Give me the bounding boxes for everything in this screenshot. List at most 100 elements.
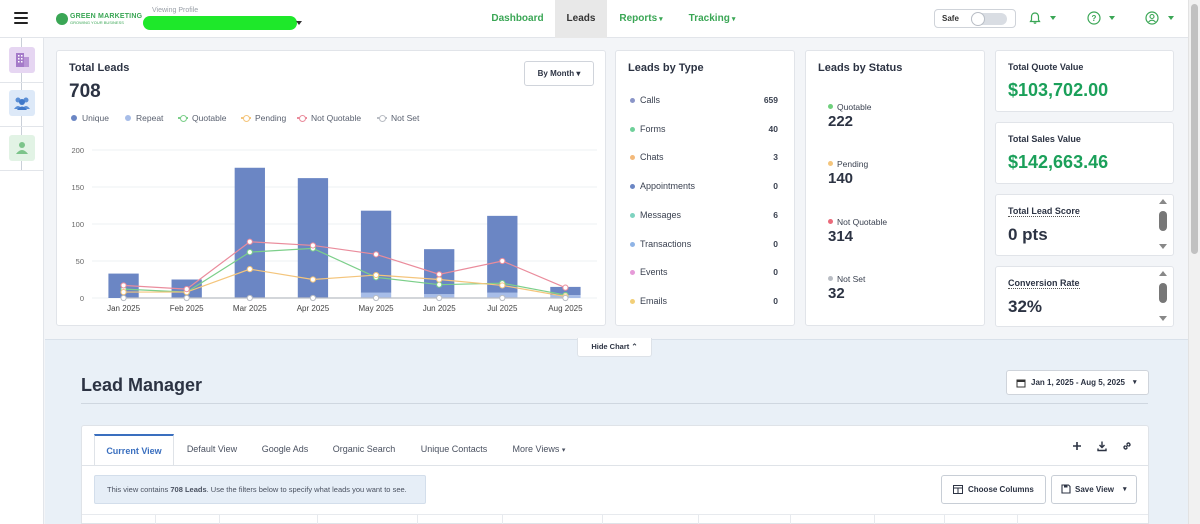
safe-toggle[interactable]: Safe bbox=[934, 9, 1016, 28]
leads-by-status-card: Leads by Status Quotable 222 Pending 140 Not… bbox=[805, 50, 985, 326]
column-divider bbox=[874, 515, 875, 524]
nav-leads[interactable]: Leads bbox=[555, 0, 607, 38]
point-not-set bbox=[183, 294, 190, 302]
lead-type-row[interactable]: Chats 3 bbox=[630, 152, 778, 164]
legend-swatch bbox=[241, 115, 251, 122]
y-tick-label: 50 bbox=[76, 257, 84, 266]
download-icon[interactable] bbox=[1096, 440, 1108, 452]
lead-status-count: 222 bbox=[828, 113, 854, 130]
legend-repeat[interactable]: Repeat bbox=[125, 113, 163, 123]
chevron-down-icon: ▾ bbox=[731, 16, 736, 23]
legend-swatch bbox=[178, 115, 188, 122]
tab-default-view[interactable]: Default View bbox=[178, 434, 246, 465]
profile-selector[interactable] bbox=[143, 16, 297, 30]
rail-item-organization[interactable] bbox=[9, 47, 35, 73]
lead-views-panel: Current View Default View Google Ads Org… bbox=[81, 425, 1149, 524]
help-icon[interactable]: ? bbox=[1087, 11, 1101, 25]
point-not-set bbox=[562, 294, 569, 302]
chevron-down-icon[interactable] bbox=[296, 21, 302, 25]
tab-unique-contacts[interactable]: Unique Contacts bbox=[412, 434, 496, 465]
tab-google-ads[interactable]: Google Ads bbox=[252, 434, 318, 465]
save-view-button[interactable]: Save View ▾ bbox=[1051, 475, 1137, 504]
scroll-down-icon[interactable] bbox=[1159, 244, 1167, 249]
lead-manager-title: Lead Manager bbox=[81, 375, 203, 395]
lead-type-row[interactable]: Emails 0 bbox=[630, 296, 778, 308]
legend-not-quotable[interactable]: Not Quotable bbox=[297, 113, 361, 123]
rail-item-groups[interactable] bbox=[9, 90, 35, 116]
date-range-picker[interactable]: Jan 1, 2025 - Aug 5, 2025 ▾ bbox=[1006, 370, 1149, 395]
tab-organic-search[interactable]: Organic Search bbox=[324, 434, 404, 465]
scroll-up-icon[interactable] bbox=[1159, 271, 1167, 276]
scroll-up-icon[interactable] bbox=[1159, 199, 1167, 204]
scroll-thumb[interactable] bbox=[1159, 283, 1167, 303]
period-dropdown[interactable]: By Month ▾ bbox=[524, 61, 594, 86]
point-not-set bbox=[246, 294, 253, 302]
lead-type-row[interactable]: Events 0 bbox=[630, 267, 778, 279]
chevron-up-icon: ⌃ bbox=[631, 342, 638, 351]
lead-type-row[interactable]: Messages 6 bbox=[630, 210, 778, 222]
menu-icon[interactable] bbox=[14, 12, 28, 24]
conversion-rate-title: Conversion Rate bbox=[1008, 278, 1080, 289]
lead-type-count: 40 bbox=[768, 123, 778, 134]
lead-type-count: 659 bbox=[763, 95, 778, 105]
tab-current-view[interactable]: Current View bbox=[94, 434, 174, 465]
status-dot bbox=[828, 161, 833, 167]
column-divider bbox=[790, 515, 791, 524]
point-not-set bbox=[499, 294, 506, 302]
total-leads-chart: 0 50 100 150 200 Jan 2025 Feb 2025 Mar 2025 Apr … bbox=[71, 146, 597, 313]
lead-type-label: Messages bbox=[640, 209, 682, 220]
legend-not-set[interactable]: Not Set bbox=[377, 113, 419, 123]
conversion-rate-card: Conversion Rate 32% bbox=[995, 266, 1174, 327]
table-header-row bbox=[82, 514, 1148, 524]
link-icon[interactable] bbox=[1121, 440, 1133, 452]
bar-unique bbox=[234, 167, 265, 298]
legend-pending[interactable]: Pending bbox=[241, 113, 286, 123]
nav-dashboard[interactable]: Dashboard bbox=[484, 0, 551, 38]
column-divider bbox=[502, 515, 503, 524]
lead-type-row[interactable]: Transactions 0 bbox=[630, 239, 778, 251]
rail-item-contact[interactable] bbox=[9, 135, 35, 161]
legend-unique[interactable]: Unique bbox=[71, 113, 109, 123]
rail-divider bbox=[0, 126, 44, 127]
tab-label: Unique Contacts bbox=[420, 444, 488, 454]
plus-icon[interactable] bbox=[1071, 440, 1083, 452]
scroll-down-icon[interactable] bbox=[1159, 316, 1167, 321]
toggle-knob bbox=[971, 12, 985, 26]
choose-columns-button[interactable]: Choose Columns bbox=[941, 475, 1046, 504]
lead-status-count: 140 bbox=[828, 170, 854, 188]
status-dot bbox=[630, 184, 635, 190]
user-icon[interactable] bbox=[1145, 11, 1159, 25]
nav-tracking[interactable]: Tracking ▾ bbox=[682, 0, 742, 38]
point-quotable bbox=[436, 281, 443, 288]
page-scroll-thumb[interactable] bbox=[1191, 4, 1198, 254]
chevron-down-icon: ▾ bbox=[659, 16, 663, 23]
card-scrollbar[interactable] bbox=[1158, 199, 1168, 249]
line-quotable bbox=[123, 247, 566, 296]
logo-mark bbox=[56, 13, 68, 25]
total-sales-value: $142,663.46 bbox=[1008, 152, 1109, 172]
hide-chart-button[interactable]: Hide Chart ⌃ bbox=[577, 338, 652, 357]
bell-icon[interactable] bbox=[1028, 11, 1042, 25]
legend-quotable[interactable]: Quotable bbox=[178, 113, 227, 123]
lead-type-row[interactable]: Forms 40 bbox=[630, 124, 778, 136]
card-scrollbar[interactable] bbox=[1158, 271, 1168, 321]
scroll-thumb[interactable] bbox=[1159, 211, 1167, 231]
column-divider bbox=[417, 515, 418, 524]
lead-type-row[interactable]: Appointments 0 bbox=[630, 181, 778, 193]
point-not-quotable bbox=[183, 286, 190, 293]
column-divider bbox=[219, 515, 220, 524]
line-not-quotable bbox=[123, 241, 566, 290]
chevron-down-icon[interactable] bbox=[1168, 16, 1174, 20]
chevron-down-icon[interactable] bbox=[1050, 16, 1056, 20]
leads-by-status-title: Leads by Status bbox=[818, 62, 903, 74]
legend-swatch bbox=[377, 115, 387, 122]
chevron-down-icon[interactable] bbox=[1109, 16, 1115, 20]
nav-reports[interactable]: Reports ▾ bbox=[612, 0, 670, 38]
page-scrollbar[interactable] bbox=[1188, 0, 1200, 524]
tab-more-views[interactable]: More Views ▾ bbox=[506, 434, 572, 465]
lead-type-label: Appointments bbox=[640, 181, 696, 192]
lead-type-row[interactable]: Calls 659 bbox=[630, 95, 778, 107]
lead-status-label: Not Quotable bbox=[828, 217, 887, 227]
status-dot bbox=[630, 155, 635, 161]
status-dot bbox=[828, 104, 833, 109]
